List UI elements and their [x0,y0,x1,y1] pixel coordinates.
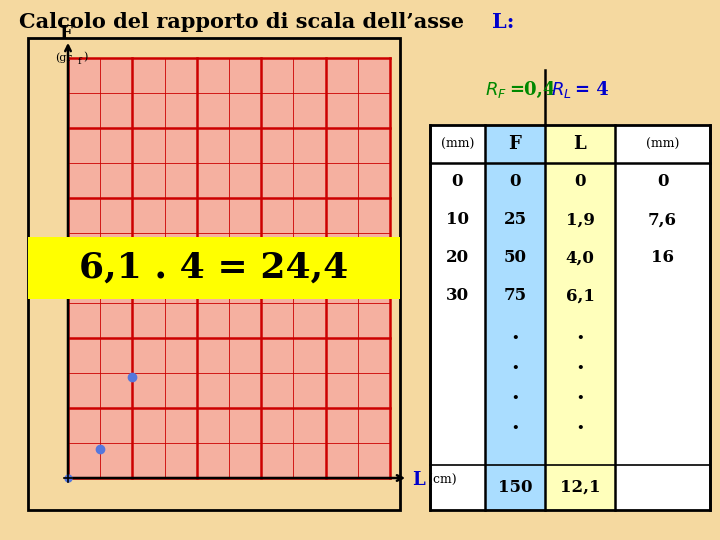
Text: .: . [511,352,519,374]
Bar [430,125,485,510]
Text: .: . [511,382,519,404]
Text: 20: 20 [446,249,469,267]
Bar [68,58,390,478]
Text: 10: 10 [446,212,469,228]
Text: L:: L: [492,12,514,32]
Text: (gr: (gr [55,52,73,63]
Text: .: . [576,412,584,434]
Text: 0: 0 [575,173,586,191]
Text: L: L [412,471,425,489]
Text: 30: 30 [446,287,469,305]
Text: 0: 0 [509,173,521,191]
Text: L: L [574,135,586,153]
Bar [28,38,400,510]
Text: .: . [511,322,519,344]
Text: .: . [576,382,584,404]
Text: F: F [508,135,521,153]
Text: 25: 25 [503,212,526,228]
Text: 150: 150 [498,479,532,496]
Text: 12,1: 12,1 [559,479,600,496]
Text: = 4: = 4 [575,81,608,99]
Text: =0,4: =0,4 [509,81,555,99]
Text: $R_L$: $R_L$ [552,80,572,100]
Bar [28,237,400,299]
Bar [485,125,545,510]
Text: 75: 75 [503,287,526,305]
Text: 50: 50 [503,249,526,267]
Text: 16: 16 [651,249,674,267]
Text: F: F [60,25,73,43]
Bar [615,125,710,510]
Text: Calcolo del rapporto di scala dell’asse: Calcolo del rapporto di scala dell’asse [19,12,471,32]
Bar [545,125,615,510]
Text: 6,1: 6,1 [566,287,595,305]
Text: .: . [576,352,584,374]
Text: 0: 0 [451,173,463,191]
Text: 1,9: 1,9 [566,212,595,228]
Text: .: . [576,322,584,344]
Text: (cm): (cm) [428,474,456,487]
Text: 4,0: 4,0 [566,249,595,267]
Text: ): ) [83,52,87,62]
Text: $R_F$: $R_F$ [485,80,507,100]
Bar [430,125,710,510]
Text: .: . [511,412,519,434]
Text: 6,1 . 4 = 24,4: 6,1 . 4 = 24,4 [79,251,348,285]
Text: (mm): (mm) [646,138,679,151]
Text: 0: 0 [657,173,668,191]
Text: 7,6: 7,6 [648,212,677,228]
Text: f: f [77,57,81,66]
Text: (mm): (mm) [441,138,474,151]
